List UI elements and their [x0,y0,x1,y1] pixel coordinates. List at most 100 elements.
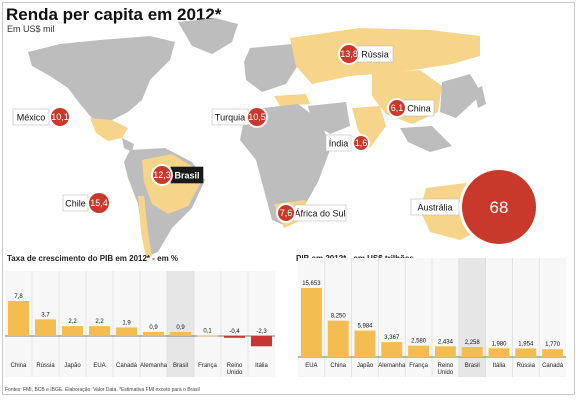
gdp-value-label-canada: 1,770 [545,342,561,348]
gdp-category-label-brasil: Brasil [465,363,480,369]
income-value-india: 1,6 [355,138,368,148]
growth-value-label-eua: 2,2 [95,319,104,325]
income-bubble-india [354,136,368,150]
income-bubble-russia [340,45,358,63]
income-bubble-brasil [153,166,171,184]
growth-category-label-japao: Japão [64,363,81,369]
africa-land [240,104,330,226]
gdp-value-label-alemanha: 3,367 [384,335,400,341]
gdp-category-label-china: China [330,363,346,369]
gdp-category-label-canada: Canadá [542,363,564,369]
page-subtitle: Em US$ mil [7,24,55,34]
gdp-value-label-brasil: 2,258 [465,340,481,346]
mexico-land [90,118,128,141]
growth-bar-alemanha [142,331,165,336]
growth-highlight-column [167,271,194,377]
growth-bar-russia [34,319,57,336]
gdp-bar-eua [300,288,322,357]
gdp-category-label-reino-unido: Reino [438,363,454,369]
growth-bar-italia [250,336,273,347]
income-bubble-chile [89,193,109,213]
gdp-bar-brasil [461,347,483,357]
growth-category-label-russia: Rússia [36,363,55,369]
country-name-mexico: México [17,113,46,123]
income-value-china: 6,1 [391,103,404,113]
growth-value-label-brasil: 0,9 [176,325,185,331]
north-america-land [28,36,175,126]
gdp-value-label-eua: 15,653 [302,281,321,287]
country-name-africa-do-sul: África do Sul [294,209,345,219]
turkey-land [274,94,310,106]
gdp-value-label-reino-unido: 2,434 [438,339,454,345]
gdp-bar-russia [515,348,537,357]
japan-land [474,86,486,108]
income-value-russia: 13,8 [340,49,358,59]
growth-bar-reino-unido [223,336,246,338]
growth-category-label-reino-unido: Unido [227,370,243,376]
country-name-russia: Rússia [361,50,389,60]
middle-east-land [308,102,350,134]
growth-bar-china [7,301,30,336]
growth-value-label-china: 7,8 [14,294,23,300]
income-value-africa-do-sul: 7,6 [280,208,293,218]
country-name-brasil: Brasil [174,171,199,181]
india-land [352,106,386,148]
growth-value-label-alemanha: 0,9 [149,325,158,331]
income-bubble-africa-do-sul [278,205,294,221]
growth-category-label-italia: Itália [255,363,268,369]
income-value-australia: 68 [490,198,509,217]
growth-category-label-brasil: Brasil [173,363,188,369]
gdp-value-label-italia: 1,980 [491,341,507,347]
gdp-bar-reino-unido [434,346,456,357]
central-america-land [122,138,134,152]
income-value-turquia: 10,5 [248,112,266,122]
gdp-category-label-reino-unido: Unido [438,370,454,376]
gdp-bar-franca [408,345,430,357]
country-name-china: China [407,104,431,114]
income-bubble-mexico [51,108,69,126]
gdp-value-label-franca: 2,580 [411,339,427,345]
growth-category-label-eua: EUA [93,363,105,369]
figure-frame [2,2,575,395]
growth-bar-eua [88,326,111,336]
growth-value-label-reino-unido: -0,4 [229,329,240,335]
country-name-india: Índia [329,139,349,149]
gdp-category-label-russia: Rússia [517,363,536,369]
gdp-bar-alemanha [381,342,403,357]
southeast-asia-land [400,126,452,152]
country-name-chile: Chile [65,199,86,209]
gdp-bar-canada [542,349,564,357]
page-title: Renda per capita em 2012* [6,5,222,24]
income-bubble-turquia [248,108,266,126]
growth-bar-canada [115,327,138,336]
growth-category-label-reino-unido: Reino [227,363,243,369]
growth-value-label-canada: 1,9 [122,320,131,326]
gdp-bar-italia [488,348,510,357]
east-asia-land [440,74,482,118]
gdp-category-label-japao: Japão [357,363,374,369]
growth-value-label-japao: 2,2 [68,319,77,325]
growth-category-label-franca: França [198,363,217,369]
growth-value-label-italia: -2,3 [256,329,267,335]
gdp-highlight-column [458,258,486,377]
income-value-chile: 15,4 [90,198,108,208]
growth-bar-brasil [169,331,192,336]
country-name-turquia: Turquia [215,113,245,123]
chile-land [138,196,152,258]
gdp-category-label-franca: França [409,363,428,369]
growth-chart-title: Taxa de crescimento do PIB em 2012* - em… [7,254,179,263]
income-bubble-china [389,100,405,116]
growth-bar-franca [196,335,219,337]
income-value-brasil: 12,3 [153,170,171,180]
growth-category-label-alemanha: Alemanha [140,363,168,369]
country-name-australia: Austrália [417,203,452,213]
growth-category-label-canada: Canadá [116,363,138,369]
gdp-category-label-alemanha: Alemanha [378,363,406,369]
gdp-bar-japao [354,330,376,357]
income-value-mexico: 10,1 [51,112,69,122]
europe-land [244,44,300,92]
growth-category-label-china: China [11,363,27,369]
growth-bar-japao [61,326,84,336]
